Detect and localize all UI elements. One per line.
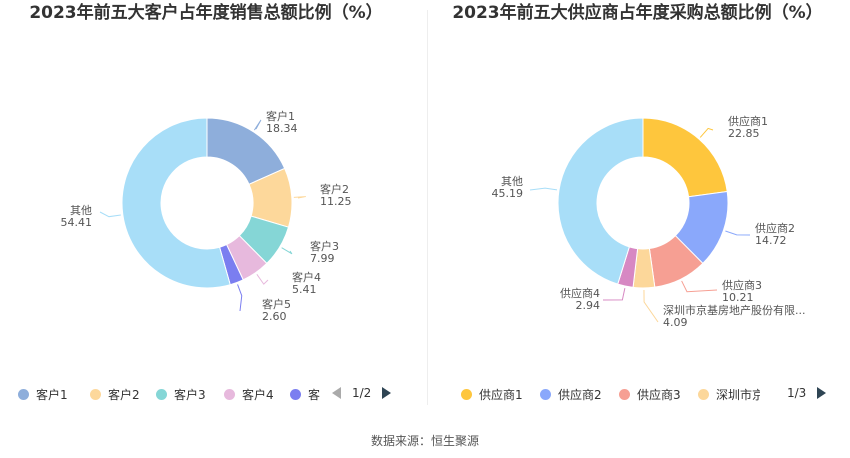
slice-value-1: 18.34 [266, 122, 298, 135]
leader-line-4 [643, 289, 659, 323]
slice-1[interactable] [642, 117, 728, 198]
legend-item-customer-5[interactable]: 客 [290, 385, 324, 401]
leader-line-4 [256, 274, 269, 285]
slice-value-3: 10.21 [722, 291, 754, 304]
prev-page-icon[interactable] [767, 387, 776, 399]
legend-dot [698, 389, 709, 400]
data-source-footer: 数据来源：恒生聚源 [370, 434, 479, 448]
legend-item-customer-1[interactable]: 客户1 [18, 385, 88, 401]
legend-item-customer-3[interactable]: 客户3 [156, 385, 226, 401]
legend-dot [540, 389, 551, 400]
slice-6[interactable] [121, 117, 231, 289]
legend-label: 客户4 [242, 388, 274, 401]
panel-divider [427, 10, 428, 405]
leader-line-2 [293, 196, 306, 199]
legend-label: 客户2 [108, 388, 140, 401]
slice-value-4: 5.41 [292, 283, 317, 296]
page-indicator: 1/2 [352, 386, 372, 400]
next-page-icon[interactable] [382, 387, 391, 399]
legend-label: 客户3 [174, 388, 206, 401]
page-indicator: 1/3 [787, 386, 807, 400]
legend-dot [18, 389, 29, 400]
customer-chart-title: 2023年前五大客户占年度销售总额比例（%） [29, 3, 383, 23]
supplier-chart-panel: 2023年前五大供应商占年度采购总额比例（%） 供应商1 22.85 供应商2 14.… [425, 0, 850, 410]
slice-label-1: 客户1 [266, 109, 295, 123]
legend-label: 供应商1 [479, 388, 523, 401]
slice-value-6: 54.41 [61, 216, 93, 229]
slice-6[interactable] [557, 117, 644, 285]
legend-dot [90, 389, 101, 400]
legend-label: 客户1 [36, 388, 68, 401]
prev-page-icon[interactable] [332, 387, 341, 399]
legend-dot [156, 389, 167, 400]
legend-label: 供应商2 [558, 388, 602, 401]
slice-value-1: 22.85 [728, 127, 760, 140]
leader-line-3 [681, 280, 718, 293]
legend-dot [290, 389, 301, 400]
legend-item-supplier-4[interactable]: 深圳市京 [698, 385, 760, 401]
legend-item-customer-4[interactable]: 客户4 [224, 385, 294, 401]
leader-line-5 [602, 287, 626, 301]
legend-item-supplier-1[interactable]: 供应商1 [461, 385, 536, 401]
slice-value-2: 14.72 [755, 234, 787, 247]
slice-label-6: 其他 [501, 175, 523, 188]
leader-line-3 [281, 247, 293, 255]
slice-value-5: 2.94 [576, 299, 601, 312]
legend-label: 客 [308, 388, 321, 401]
leader-line-1 [253, 119, 262, 131]
slice-label-2: 供应商2 [755, 221, 795, 235]
leader-line-5 [237, 284, 243, 312]
slice-label-3: 客户3 [310, 239, 339, 253]
slice-label-5: 供应商4 [560, 286, 600, 300]
slice-value-3: 7.99 [310, 252, 335, 265]
slice-value-4: 4.09 [663, 316, 688, 329]
customer-chart-panel: 2023年前五大客户占年度销售总额比例（%） 客户1 18.34 客户2 11.25 客… [0, 0, 425, 410]
slice-label-6: 其他 [70, 204, 92, 217]
legend-item-supplier-2[interactable]: 供应商2 [540, 385, 615, 401]
slice-label-5: 客户5 [262, 297, 291, 311]
supplier-legend: 供应商1 供应商2 供应商3 深圳市京 [443, 383, 833, 403]
legend-item-supplier-3[interactable]: 供应商3 [619, 385, 694, 401]
customer-legend-pager: 1/2 [330, 383, 410, 403]
slice-label-4: 客户4 [292, 270, 321, 284]
next-page-icon[interactable] [817, 387, 826, 399]
legend-dot [224, 389, 235, 400]
slice-value-5: 2.60 [262, 310, 287, 323]
customer-legend: 客户1 客户2 客户3 客户4 客 [18, 383, 408, 403]
leader-line-1 [699, 127, 714, 138]
slice-value-6: 45.19 [492, 187, 524, 200]
leader-line-6 [99, 211, 121, 218]
leader-line-6 [529, 187, 558, 191]
leader-line-2 [725, 230, 751, 236]
slice-label-2: 客户2 [320, 182, 349, 196]
slice-label-1: 供应商1 [728, 114, 768, 128]
slice-value-2: 11.25 [320, 195, 352, 208]
slice-label-4: 深圳市京基房地产股份有限... [663, 303, 806, 317]
legend-label: 供应商3 [637, 388, 681, 401]
legend-label: 深圳市京 [716, 388, 760, 401]
legend-item-customer-2[interactable]: 客户2 [90, 385, 160, 401]
supplier-chart-title: 2023年前五大供应商占年度采购总额比例（%） [452, 3, 823, 23]
slice-label-3: 供应商3 [722, 278, 762, 292]
legend-dot [619, 389, 630, 400]
legend-dot [461, 389, 472, 400]
supplier-legend-pager: 1/3 [765, 383, 845, 403]
